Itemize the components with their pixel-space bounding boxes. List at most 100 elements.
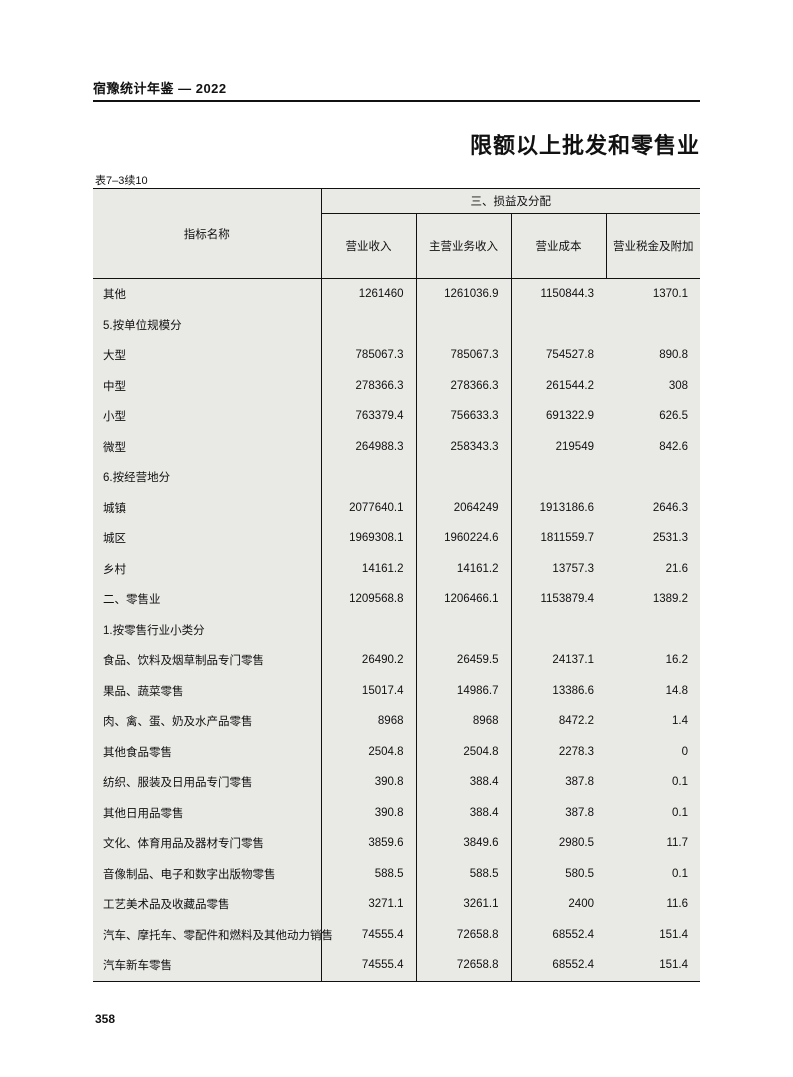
row-label: 文化、体育用品及器材专门零售 — [93, 828, 322, 859]
cell-value: 0 — [606, 736, 700, 767]
table-row: 果品、蔬菜零售 15017.4 14986.7 13386.6 14.8 — [93, 675, 700, 706]
row-label: 肉、禽、蛋、奶及水产品零售 — [93, 706, 322, 737]
cell-value — [511, 309, 606, 340]
row-label: 1.按零售行业小类分 — [93, 614, 322, 645]
cell-value: 626.5 — [606, 401, 700, 432]
cell-value: 3849.6 — [415, 828, 512, 859]
table-row: 文化、体育用品及器材专门零售 3859.6 3849.6 2980.5 11.7 — [93, 828, 700, 859]
column-header-0: 营业收入 — [320, 213, 416, 279]
cell-value: 16.2 — [606, 645, 700, 676]
cell-value — [415, 462, 512, 493]
cell-value: 390.8 — [321, 767, 416, 798]
cell-value: 11.7 — [606, 828, 700, 859]
cell-value: 1.4 — [606, 706, 700, 737]
cell-value: 14986.7 — [415, 675, 512, 706]
section-title: 限额以上批发和零售业 — [469, 133, 700, 158]
table-row: 1.按零售行业小类分 — [93, 614, 700, 645]
table-row: 微型 264988.3 258343.3 219549 842.6 — [93, 431, 700, 462]
cell-value — [606, 614, 700, 645]
row-label: 食品、饮料及烟草制品专门零售 — [93, 645, 322, 676]
cell-value: 1969308.1 — [321, 523, 416, 554]
cell-value: 1261036.9 — [415, 278, 512, 310]
cell-value: 14.8 — [606, 675, 700, 706]
cell-value — [415, 614, 512, 645]
cell-value: 74555.4 — [321, 950, 416, 982]
cell-value: 763379.4 — [321, 401, 416, 432]
cell-value — [511, 462, 606, 493]
cell-value: 2077640.1 — [321, 492, 416, 523]
cell-value: 754527.8 — [511, 340, 606, 371]
cell-value — [321, 462, 416, 493]
cell-value: 13386.6 — [511, 675, 606, 706]
cell-value: 388.4 — [415, 797, 512, 828]
table-row: 中型 278366.3 278366.3 261544.2 308 — [93, 370, 700, 401]
cell-value: 21.6 — [606, 553, 700, 584]
cell-value: 1370.1 — [606, 278, 700, 310]
running-head: 宿豫统计年鉴 — 2022 — [93, 78, 700, 102]
cell-value: 2980.5 — [511, 828, 606, 859]
cell-value: 388.4 — [415, 767, 512, 798]
table-label: 表7–3续10 — [95, 175, 148, 187]
cell-value: 1153879.4 — [511, 584, 606, 615]
cell-value: 588.5 — [415, 858, 512, 889]
cell-value: 387.8 — [511, 797, 606, 828]
table-row: 肉、禽、蛋、奶及水产品零售 8968 8968 8472.2 1.4 — [93, 706, 700, 737]
cell-value: 68552.4 — [511, 919, 606, 950]
cell-value: 1150844.3 — [511, 278, 606, 310]
cell-value: 1209568.8 — [321, 584, 416, 615]
row-label: 微型 — [93, 431, 322, 462]
table-header-row-columns: 营业收入 主营业务收入 营业成本 营业税金及附加 — [93, 213, 700, 279]
cell-value: 3271.1 — [321, 889, 416, 920]
cell-value: 219549 — [511, 431, 606, 462]
row-label: 果品、蔬菜零售 — [93, 675, 322, 706]
cell-value — [321, 614, 416, 645]
cell-value: 308 — [606, 370, 700, 401]
table-row: 乡村 14161.2 14161.2 13757.3 21.6 — [93, 553, 700, 584]
row-label: 6.按经营地分 — [93, 462, 322, 493]
cell-value: 2064249 — [415, 492, 512, 523]
column-header-1: 主营业务收入 — [415, 213, 512, 279]
cell-value: 588.5 — [321, 858, 416, 889]
cell-value: 14161.2 — [321, 553, 416, 584]
cell-value: 842.6 — [606, 431, 700, 462]
table-row: 城镇 2077640.1 2064249 1913186.6 2646.3 — [93, 492, 700, 523]
row-label: 纺织、服装及日用品专门零售 — [93, 767, 322, 798]
row-label: 大型 — [93, 340, 322, 371]
cell-value: 151.4 — [606, 919, 700, 950]
cell-value: 8472.2 — [511, 706, 606, 737]
cell-value: 2504.8 — [321, 736, 416, 767]
column-group-header: 三、损益及分配 — [320, 188, 700, 214]
cell-value: 3261.1 — [415, 889, 512, 920]
table-row: 大型 785067.3 785067.3 754527.8 890.8 — [93, 340, 700, 371]
cell-value: 8968 — [415, 706, 512, 737]
row-label: 乡村 — [93, 553, 322, 584]
row-label: 5.按单位规模分 — [93, 309, 322, 340]
cell-value — [415, 309, 512, 340]
cell-value: 11.6 — [606, 889, 700, 920]
cell-value: 756633.3 — [415, 401, 512, 432]
statistics-table: 指标名称 三、损益及分配 营业收入 主营业务收入 营业成本 营业税金及附加 其他… — [93, 188, 700, 982]
cell-value: 1206466.1 — [415, 584, 512, 615]
cell-value: 2400 — [511, 889, 606, 920]
table-row: 其他日用品零售 390.8 388.4 387.8 0.1 — [93, 797, 700, 828]
cell-value: 890.8 — [606, 340, 700, 371]
cell-value: 2278.3 — [511, 736, 606, 767]
cell-value: 3859.6 — [321, 828, 416, 859]
cell-value: 785067.3 — [415, 340, 512, 371]
cell-value: 261544.2 — [511, 370, 606, 401]
cell-value: 258343.3 — [415, 431, 512, 462]
cell-value: 8968 — [321, 706, 416, 737]
table-header-row-group: 指标名称 三、损益及分配 — [93, 188, 700, 279]
page-number: 358 — [95, 1012, 116, 1026]
table-row: 城区 1969308.1 1960224.6 1811559.7 2531.3 — [93, 523, 700, 554]
cell-value — [606, 462, 700, 493]
table-row: 其他 1261460 1261036.9 1150844.3 1370.1 — [93, 278, 700, 310]
table-row: 纺织、服装及日用品专门零售 390.8 388.4 387.8 0.1 — [93, 767, 700, 798]
cell-value: 1913186.6 — [511, 492, 606, 523]
running-head-text: 宿豫统计年鉴 — 2022 — [93, 81, 227, 96]
cell-value: 24137.1 — [511, 645, 606, 676]
column-header-2: 营业成本 — [511, 213, 606, 279]
table-row: 汽车新车零售 74555.4 72658.8 68552.4 151.4 — [93, 950, 700, 982]
table-row: 6.按经营地分 — [93, 462, 700, 493]
